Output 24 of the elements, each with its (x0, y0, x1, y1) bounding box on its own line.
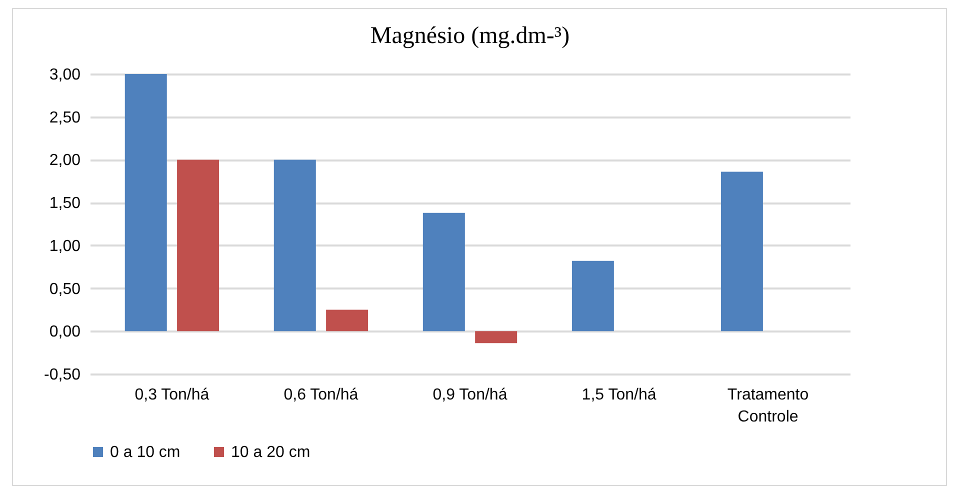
bar (422, 212, 465, 332)
bar (124, 74, 167, 332)
chart-title: Magnésio (mg.dm-³) (370, 23, 570, 49)
bar (274, 160, 316, 332)
bar (177, 160, 220, 332)
y-tick-label: -0,50 (44, 366, 81, 384)
y-tick-label: 1,00 (49, 238, 81, 255)
x-tick-label: Tratamento Controle (727, 386, 809, 426)
x-tick-label: 1,5 Ton/há (582, 386, 656, 404)
bar (475, 331, 518, 344)
legend-label: 0 a 10 cm (110, 444, 180, 461)
y-tick-label: 3,00 (49, 66, 81, 84)
x-tick-label: 0,3 Ton/há (134, 386, 210, 404)
bar (572, 260, 614, 332)
y-tick-label: 1,50 (49, 195, 81, 212)
y-tick-label: 0,00 (49, 324, 81, 341)
bar (326, 310, 368, 332)
x-tick-label: 0,9 Ton/há (432, 386, 508, 404)
y-tick-label: 2,50 (49, 109, 81, 126)
bar (720, 172, 763, 332)
y-tick-label: 2,00 (49, 152, 81, 170)
x-tick-label: 0,6 Ton/há (284, 386, 358, 404)
legend-label: 10 a 20 cm (231, 444, 310, 461)
y-tick-label: 0,50 (49, 280, 81, 298)
